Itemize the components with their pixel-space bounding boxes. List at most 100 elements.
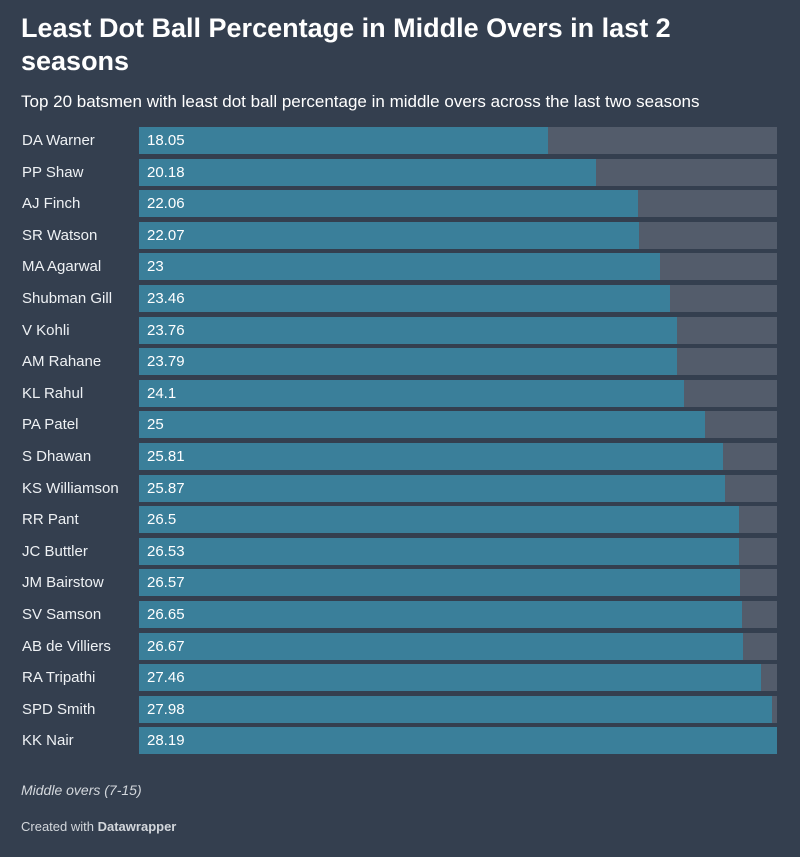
bar-category-label: PA Patel bbox=[22, 416, 79, 433]
bar-value-label: 25.87 bbox=[147, 480, 185, 497]
bar bbox=[139, 285, 670, 312]
credit-brand-link[interactable]: Datawrapper bbox=[97, 819, 177, 834]
bar-track: 23 bbox=[139, 253, 777, 280]
bar-value-label: 27.98 bbox=[147, 701, 185, 718]
bar-track: 23.46 bbox=[139, 285, 777, 312]
bar bbox=[139, 159, 596, 186]
bar-value-label: 26.65 bbox=[147, 606, 185, 623]
bar-track: 26.67 bbox=[139, 633, 777, 660]
bar-value-label: 24.1 bbox=[147, 385, 177, 402]
bar-category-label: PP Shaw bbox=[22, 164, 84, 181]
chart-title: Least Dot Ball Percentage in Middle Over… bbox=[21, 13, 671, 76]
bar-row: KK Nair 28.19 bbox=[0, 727, 800, 755]
bar-value-label: 26.53 bbox=[147, 543, 185, 560]
bar bbox=[139, 569, 741, 596]
bar-value-label: 20.18 bbox=[147, 164, 185, 181]
bar-category-label: JM Bairstow bbox=[22, 574, 104, 591]
bar-category-label: AM Rahane bbox=[22, 353, 102, 370]
bar-row: JM Bairstow 26.57 bbox=[0, 569, 800, 597]
bar-track: 25.81 bbox=[139, 443, 777, 470]
bar-category-label: V Kohli bbox=[22, 322, 70, 339]
bar-row: KS Williamson 25.87 bbox=[0, 475, 800, 503]
bar-value-label: 22.07 bbox=[147, 227, 185, 244]
bar-value-label: 26.57 bbox=[147, 574, 185, 591]
bar-track: 27.98 bbox=[139, 696, 777, 723]
bar bbox=[139, 443, 724, 470]
bar-value-label: 18.05 bbox=[147, 132, 185, 149]
bar bbox=[139, 664, 761, 691]
bar-category-label: RR Pant bbox=[22, 511, 79, 528]
chart-credit: Created with Datawrapper bbox=[21, 819, 176, 834]
bar-track: 26.65 bbox=[139, 601, 777, 628]
bar-category-label: SPD Smith bbox=[22, 701, 96, 718]
bar bbox=[139, 727, 777, 754]
bar-row: RA Tripathi 27.46 bbox=[0, 664, 800, 692]
bar-value-label: 23.79 bbox=[147, 353, 185, 370]
bar-category-label: S Dhawan bbox=[22, 448, 92, 465]
bar-value-label: 22.06 bbox=[147, 195, 185, 212]
chart-note: Middle overs (7-15) bbox=[21, 782, 142, 798]
bar-value-label: 26.67 bbox=[147, 638, 185, 655]
bar-track: 22.07 bbox=[139, 222, 777, 249]
bar bbox=[139, 506, 739, 533]
bar-category-label: MA Agarwal bbox=[22, 258, 102, 275]
bar bbox=[139, 190, 639, 217]
bar bbox=[139, 633, 743, 660]
bar-track: 20.18 bbox=[139, 159, 777, 186]
bar-track: 23.79 bbox=[139, 348, 777, 375]
bar-category-label: DA Warner bbox=[22, 132, 95, 149]
bar-row: SV Samson 26.65 bbox=[0, 601, 800, 629]
bar-row: V Kohli 23.76 bbox=[0, 317, 800, 345]
bar-value-label: 25.81 bbox=[147, 448, 185, 465]
bar-track: 26.57 bbox=[139, 569, 777, 596]
bar bbox=[139, 411, 705, 438]
bar-value-label: 26.5 bbox=[147, 511, 177, 528]
bar bbox=[139, 696, 773, 723]
bar-track: 22.06 bbox=[139, 190, 777, 217]
bar-category-label: Shubman Gill bbox=[22, 290, 113, 307]
bar-row: S Dhawan 25.81 bbox=[0, 443, 800, 471]
bar-track: 26.53 bbox=[139, 538, 777, 565]
bar-category-label: KL Rahul bbox=[22, 385, 84, 402]
bar-category-label: KS Williamson bbox=[22, 480, 119, 497]
bar-row: PA Patel 25 bbox=[0, 411, 800, 439]
bar-row: PP Shaw 20.18 bbox=[0, 159, 800, 187]
bar-track: 25.87 bbox=[139, 475, 777, 502]
bar bbox=[139, 348, 678, 375]
bar bbox=[139, 317, 677, 344]
bar-category-label: SV Samson bbox=[22, 606, 102, 623]
bar bbox=[139, 253, 660, 280]
bar bbox=[139, 127, 548, 154]
bar-track: 27.46 bbox=[139, 664, 777, 691]
bar-track: 28.19 bbox=[139, 727, 777, 754]
bar-row: MA Agarwal 23 bbox=[0, 253, 800, 281]
bar-row: KL Rahul 24.1 bbox=[0, 380, 800, 408]
bar-track: 26.5 bbox=[139, 506, 777, 533]
bar bbox=[139, 538, 740, 565]
bar-row: JC Buttler 26.53 bbox=[0, 538, 800, 566]
bar-value-label: 23.46 bbox=[147, 290, 185, 307]
bar bbox=[139, 601, 743, 628]
bar-value-label: 23 bbox=[147, 258, 164, 275]
chart-subtitle: Top 20 batsmen with least dot ball perce… bbox=[21, 92, 700, 111]
bar-row: AM Rahane 23.79 bbox=[0, 348, 800, 376]
bar-category-label: SR Watson bbox=[22, 227, 98, 244]
bar-row: SR Watson 22.07 bbox=[0, 222, 800, 250]
bar-row: AB de Villiers 26.67 bbox=[0, 633, 800, 661]
bar-category-label: AB de Villiers bbox=[22, 638, 111, 655]
bar-track: 23.76 bbox=[139, 317, 777, 344]
bar-track: 24.1 bbox=[139, 380, 777, 407]
bar-track: 18.05 bbox=[139, 127, 777, 154]
bar-row: RR Pant 26.5 bbox=[0, 506, 800, 534]
bar-row: DA Warner 18.05 bbox=[0, 127, 800, 155]
bar-row: Shubman Gill 23.46 bbox=[0, 285, 800, 313]
credit-prefix: Created with bbox=[21, 819, 94, 834]
bar-category-label: RA Tripathi bbox=[22, 669, 96, 686]
bar-row: SPD Smith 27.98 bbox=[0, 696, 800, 724]
bar bbox=[139, 475, 725, 502]
bar-row: AJ Finch 22.06 bbox=[0, 190, 800, 218]
bar-value-label: 28.19 bbox=[147, 732, 185, 749]
bar bbox=[139, 222, 639, 249]
bar-value-label: 27.46 bbox=[147, 669, 185, 686]
